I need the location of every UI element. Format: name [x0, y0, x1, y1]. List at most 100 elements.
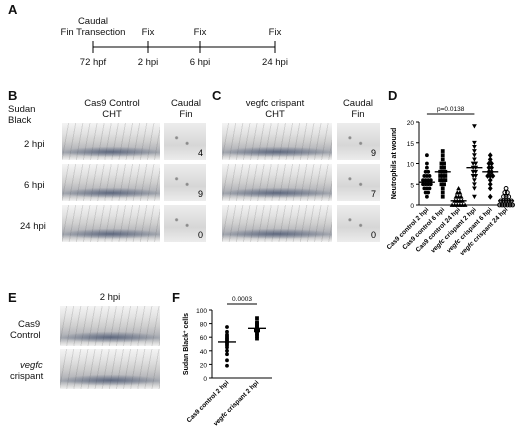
- data-point: [510, 202, 515, 208]
- y-tick-label: 20: [200, 362, 208, 369]
- b-fin-image-6hpi: [164, 164, 206, 201]
- data-point: [438, 178, 443, 182]
- e-row2-line1: vegfc: [20, 360, 43, 371]
- e-image-crispant: [60, 349, 160, 389]
- data-point: [440, 190, 445, 195]
- data-point: [423, 178, 428, 182]
- data-point: [502, 190, 508, 195]
- data-point: [225, 329, 229, 334]
- data-point: [457, 190, 463, 195]
- panel-a-label: A: [8, 2, 18, 17]
- y-tick-label: 60: [200, 335, 208, 342]
- c-fin-image-2hpi: [337, 123, 380, 160]
- y-axis-label: Neutrophils at wound: [391, 128, 398, 200]
- data-point: [426, 182, 431, 187]
- data-point: [502, 202, 508, 208]
- e-row1-line2: Control: [10, 330, 41, 341]
- row-label-6hpi: 6 hpi: [24, 180, 45, 191]
- data-point: [425, 174, 429, 178]
- b-col1-title-line2: CHT: [102, 109, 122, 120]
- stain-label-line1: Sudan: [8, 104, 36, 115]
- c-fin-image-24hpi: [337, 205, 380, 242]
- data-point: [456, 186, 461, 191]
- significance-label: p=0.0138: [437, 106, 465, 113]
- data-point: [428, 178, 433, 182]
- y-tick-label: 20: [407, 120, 415, 127]
- data-point: [472, 194, 477, 200]
- panel-b-label: B: [8, 88, 18, 103]
- b-col1-title-line1: Cas9 Control: [84, 98, 140, 109]
- b-fin-image-2hpi: [164, 123, 206, 160]
- y-tick-label: 15: [407, 141, 415, 148]
- data-point: [425, 165, 429, 170]
- c-col1-title-line1: vegfc crispant: [245, 98, 305, 109]
- data-point: [473, 169, 479, 175]
- c-col2-title-line2: Fin: [351, 109, 365, 120]
- data-point: [489, 160, 494, 167]
- data-point: [472, 140, 477, 146]
- data-point: [462, 202, 468, 207]
- data-point: [427, 174, 432, 178]
- y-tick-label: 100: [196, 308, 207, 315]
- data-point: [442, 165, 446, 170]
- data-point: [503, 186, 509, 191]
- panel-c-label: C: [212, 88, 222, 103]
- e-title: 2 hpi: [99, 292, 121, 303]
- data-point: [225, 332, 229, 337]
- y-tick-label: 5: [410, 182, 414, 189]
- row-label-2hpi: 2 hpi: [24, 139, 45, 150]
- c-fin-count-6hpi: 7: [371, 189, 377, 199]
- data-point: [503, 194, 509, 200]
- data-point: [473, 174, 479, 179]
- timepoint-24hpi: 24 hpi: [262, 57, 288, 68]
- data-point: [497, 202, 502, 208]
- significance-label: 0.0003: [232, 296, 252, 303]
- b-cht-image-6hpi: [62, 164, 160, 201]
- data-point: [425, 161, 429, 166]
- y-tick-label: 0: [203, 376, 207, 383]
- data-point: [472, 145, 477, 150]
- fix-label-2: Fix: [193, 27, 207, 38]
- stain-label-line2: Black: [8, 115, 32, 126]
- data-point: [255, 333, 259, 338]
- data-point: [225, 363, 229, 368]
- data-point: [439, 182, 444, 187]
- timepoint-72hpf: 72 hpf: [79, 57, 107, 68]
- fix-label-3: Fix: [268, 27, 282, 38]
- data-point: [507, 202, 513, 208]
- data-point: [501, 194, 506, 200]
- data-point: [423, 182, 428, 187]
- data-point: [427, 186, 432, 191]
- data-point: [225, 358, 229, 363]
- data-point: [443, 174, 448, 178]
- data-point: [442, 182, 446, 187]
- data-point: [440, 174, 445, 178]
- data-point: [499, 202, 505, 208]
- c-fin-count-2hpi: 9: [371, 148, 377, 158]
- event-title-line1: Caudal: [77, 16, 109, 27]
- data-point: [443, 178, 448, 182]
- y-tick-label: 10: [407, 162, 415, 169]
- panel-f-label: F: [172, 290, 180, 305]
- data-point: [440, 157, 445, 162]
- data-point: [425, 153, 429, 158]
- data-point: [440, 153, 445, 158]
- event-title-line2: Fin Transection: [60, 27, 126, 38]
- fix-label-1: Fix: [141, 27, 155, 38]
- data-point: [421, 178, 425, 182]
- data-point: [423, 190, 428, 195]
- data-point: [472, 149, 477, 154]
- y-tick-label: 0: [410, 203, 414, 210]
- data-point: [439, 161, 444, 166]
- data-point: [440, 149, 445, 153]
- data-point: [472, 178, 477, 183]
- data-point: [225, 352, 229, 357]
- data-point: [504, 190, 510, 195]
- c-cht-image-24hpi: [222, 205, 332, 242]
- data-point: [225, 348, 229, 353]
- data-point: [472, 182, 477, 187]
- y-axis-label: Sudan Black+ cells: [182, 313, 191, 375]
- data-point: [422, 174, 427, 178]
- data-point: [458, 194, 464, 199]
